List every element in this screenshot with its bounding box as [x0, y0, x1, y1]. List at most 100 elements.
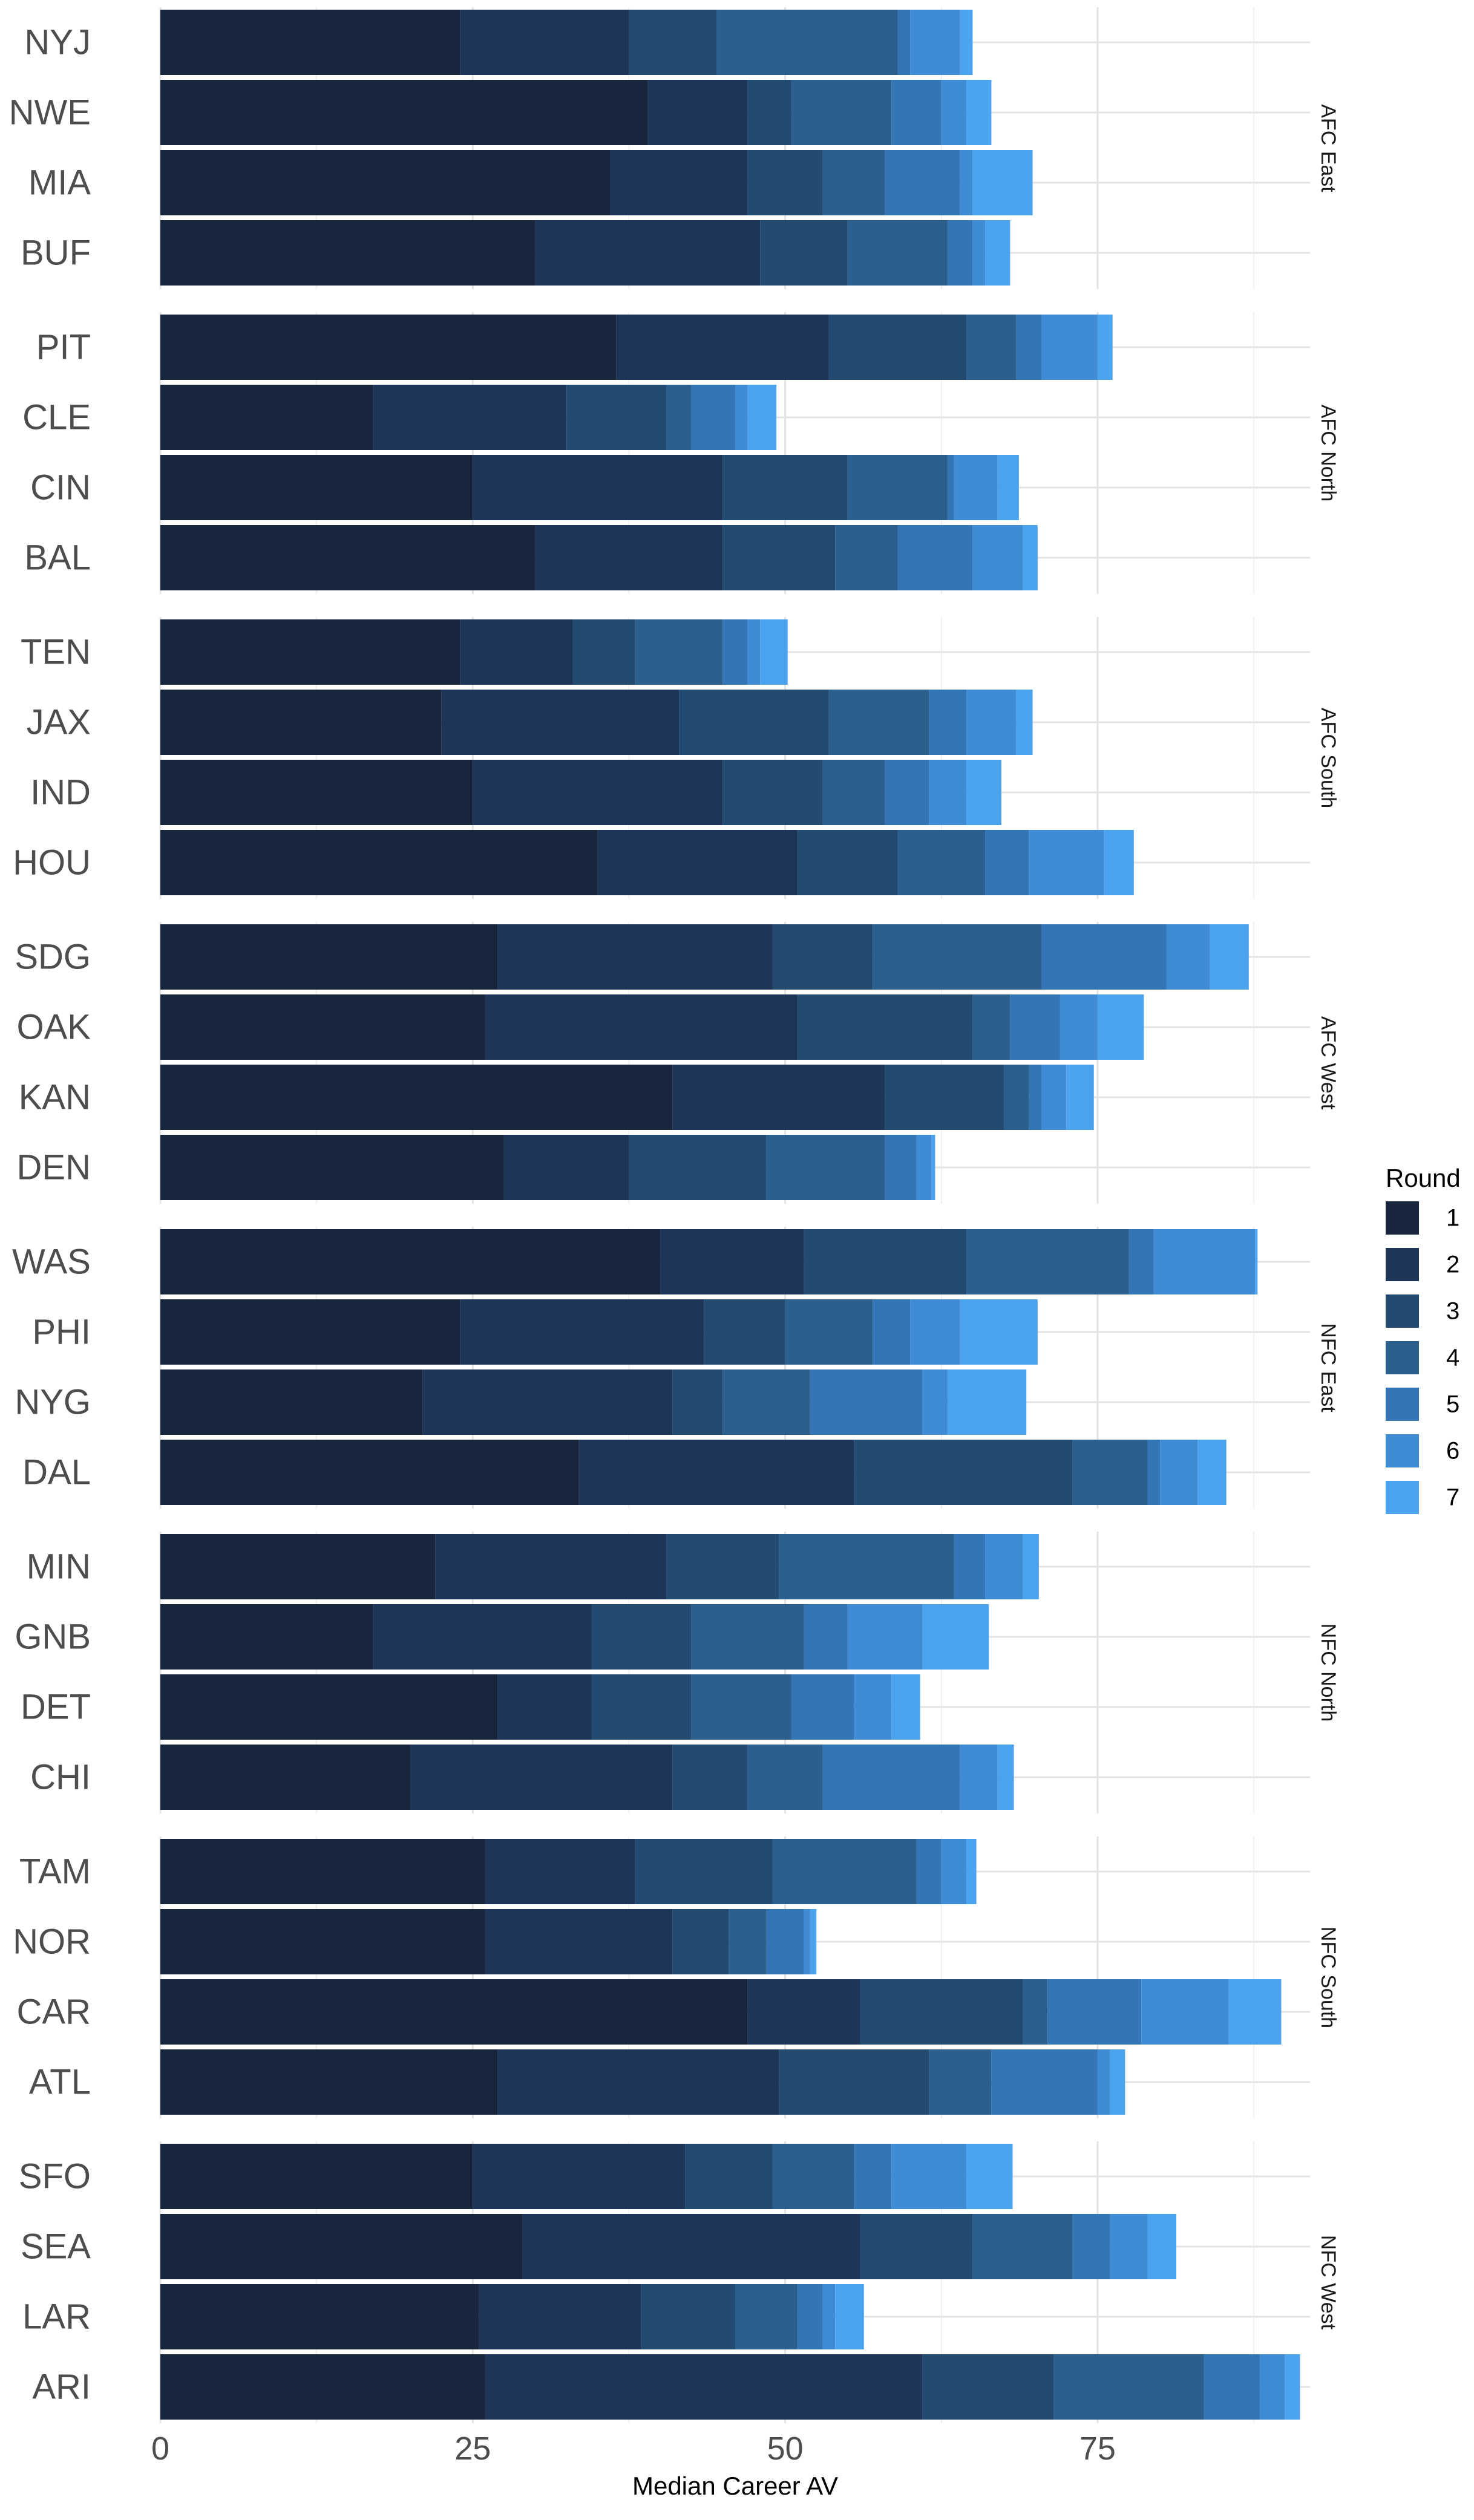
facet-label: NFC South: [1317, 1927, 1340, 2028]
bar-segment-nwe-round-3: [747, 80, 791, 145]
bar-segment-dal-round-4: [1072, 1440, 1148, 1505]
bar-segment-dal-round-3: [854, 1440, 1073, 1505]
team-label: PHI: [32, 1313, 91, 1352]
bar-segment-chi-round-7: [997, 1745, 1014, 1810]
bar-segment-dal-round-1: [160, 1440, 579, 1505]
bar-segment-ten-round-6: [747, 619, 761, 685]
legend-label: 4: [1446, 1345, 1459, 1371]
bar-segment-oak-round-1: [160, 994, 485, 1060]
bar-segment-nyj-round-6: [910, 10, 960, 75]
bar-segment-sfo-round-3: [685, 2144, 773, 2209]
team-label: NYG: [15, 1383, 91, 1422]
bar-segment-phi-round-2: [460, 1299, 704, 1365]
legend-label: 6: [1446, 1438, 1459, 1464]
bar-segment-gnb-round-1: [160, 1604, 373, 1670]
bar-segment-tam-round-1: [160, 1839, 485, 1904]
bar-segment-pit-round-1: [160, 315, 617, 380]
bar-segment-min-round-5: [954, 1534, 986, 1599]
bar-segment-oak-round-3: [798, 994, 973, 1060]
bar-segment-nor-round-2: [485, 1909, 673, 1974]
bar-segment-ari-round-2: [485, 2354, 923, 2420]
bar-segment-chi-round-1: [160, 1745, 411, 1810]
bar-segment-atl-round-6: [1097, 2049, 1110, 2115]
bar-segment-buf-round-4: [847, 220, 948, 286]
bar-segment-sfo-round-1: [160, 2144, 473, 2209]
bar-segment-atl-round-7: [1110, 2049, 1125, 2115]
bar-segment-lar-round-3: [641, 2284, 735, 2349]
bar-segment-was-round-6: [1153, 1229, 1256, 1294]
legend-key-round-4: [1386, 1341, 1419, 1374]
bar-segment-sea-round-3: [860, 2214, 973, 2279]
bar-segment-ari-round-4: [1053, 2354, 1204, 2420]
facet-label: NFC West: [1317, 2235, 1340, 2330]
bar-segment-dal-round-7: [1197, 1440, 1227, 1505]
bar-segment-bal-round-1: [160, 525, 536, 590]
bar-segment-nor-round-5: [766, 1909, 804, 1974]
bar-segment-nyj-round-1: [160, 10, 460, 75]
bar-segment-cin-round-5: [948, 455, 954, 520]
bar-segment-mia-round-2: [610, 150, 748, 215]
team-label: HOU: [13, 843, 91, 883]
legend-title: Round: [1386, 1164, 1461, 1192]
team-label: OAK: [17, 1008, 91, 1047]
bar-segment-nwe-round-2: [647, 80, 748, 145]
bar-segment-nor-round-4: [729, 1909, 767, 1974]
bar-segment-gnb-round-6: [847, 1604, 923, 1670]
team-label: BAL: [24, 538, 91, 578]
bar-segment-sdg-round-2: [497, 924, 773, 990]
bar-segment-kan-round-7: [1066, 1065, 1094, 1130]
bar-segment-kan-round-3: [885, 1065, 1004, 1130]
bar-segment-car-round-6: [1141, 1979, 1229, 2045]
team-label: JAX: [27, 703, 91, 742]
bar-segment-oak-round-6: [1060, 994, 1098, 1060]
facet-label: NFC North: [1317, 1624, 1340, 1722]
bar-segment-kan-round-6: [1041, 1065, 1067, 1130]
bar-segment-jax-round-1: [160, 690, 442, 755]
bar-segment-min-round-4: [779, 1534, 954, 1599]
team-label: WAS: [12, 1242, 91, 1282]
bar-segment-ind-round-2: [473, 760, 723, 825]
bar-segment-car-round-4: [1023, 1979, 1048, 2045]
bar-segment-ind-round-7: [966, 760, 1001, 825]
bar-segment-min-round-7: [1023, 1534, 1039, 1599]
bar-segment-bal-round-5: [897, 525, 973, 590]
bar-segment-buf-round-1: [160, 220, 536, 286]
bar-segment-phi-round-3: [704, 1299, 785, 1365]
bar-segment-kan-round-2: [672, 1065, 885, 1130]
bar-segment-sdg-round-7: [1210, 924, 1249, 990]
bar-segment-nor-round-6: [804, 1909, 810, 1974]
bar-segment-jax-round-3: [679, 690, 829, 755]
bar-segment-nyg-round-1: [160, 1369, 423, 1435]
bar-segment-sfo-round-5: [854, 2144, 892, 2209]
bar-segment-cle-round-7: [747, 385, 777, 450]
team-label: DEN: [17, 1148, 91, 1187]
bar-segment-cin-round-3: [722, 455, 848, 520]
bar-segment-pit-round-6: [1041, 315, 1098, 380]
bar-segment-mia-round-3: [747, 150, 823, 215]
bar-segment-sdg-round-3: [772, 924, 873, 990]
bar-segment-car-round-2: [747, 1979, 860, 2045]
bar-segment-mia-round-7: [972, 150, 1033, 215]
bar-segment-jax-round-2: [441, 690, 680, 755]
bar-segment-cin-round-1: [160, 455, 473, 520]
bar-segment-hou-round-3: [798, 830, 898, 895]
bar-segment-det-round-2: [497, 1674, 592, 1740]
bar-segment-buf-round-3: [760, 220, 848, 286]
team-label: GNB: [15, 1617, 91, 1657]
bar-segment-hou-round-1: [160, 830, 598, 895]
bar-segment-nyg-round-2: [422, 1369, 673, 1435]
bar-segment-was-round-5: [1128, 1229, 1154, 1294]
bar-segment-ari-round-6: [1260, 2354, 1285, 2420]
bar-segment-phi-round-7: [960, 1299, 1038, 1365]
team-label: CAR: [17, 1993, 91, 2032]
team-label: MIA: [28, 163, 91, 203]
bar-segment-ari-round-3: [922, 2354, 1054, 2420]
bar-segment-sea-round-1: [160, 2214, 523, 2279]
bar-segment-sfo-round-2: [473, 2144, 686, 2209]
bar-segment-cin-round-4: [847, 455, 948, 520]
bar-segment-den-round-2: [503, 1135, 629, 1200]
bar-segment-buf-round-6: [972, 220, 986, 286]
bar-segment-jax-round-4: [828, 690, 929, 755]
bar-segment-tam-round-2: [485, 1839, 635, 1904]
